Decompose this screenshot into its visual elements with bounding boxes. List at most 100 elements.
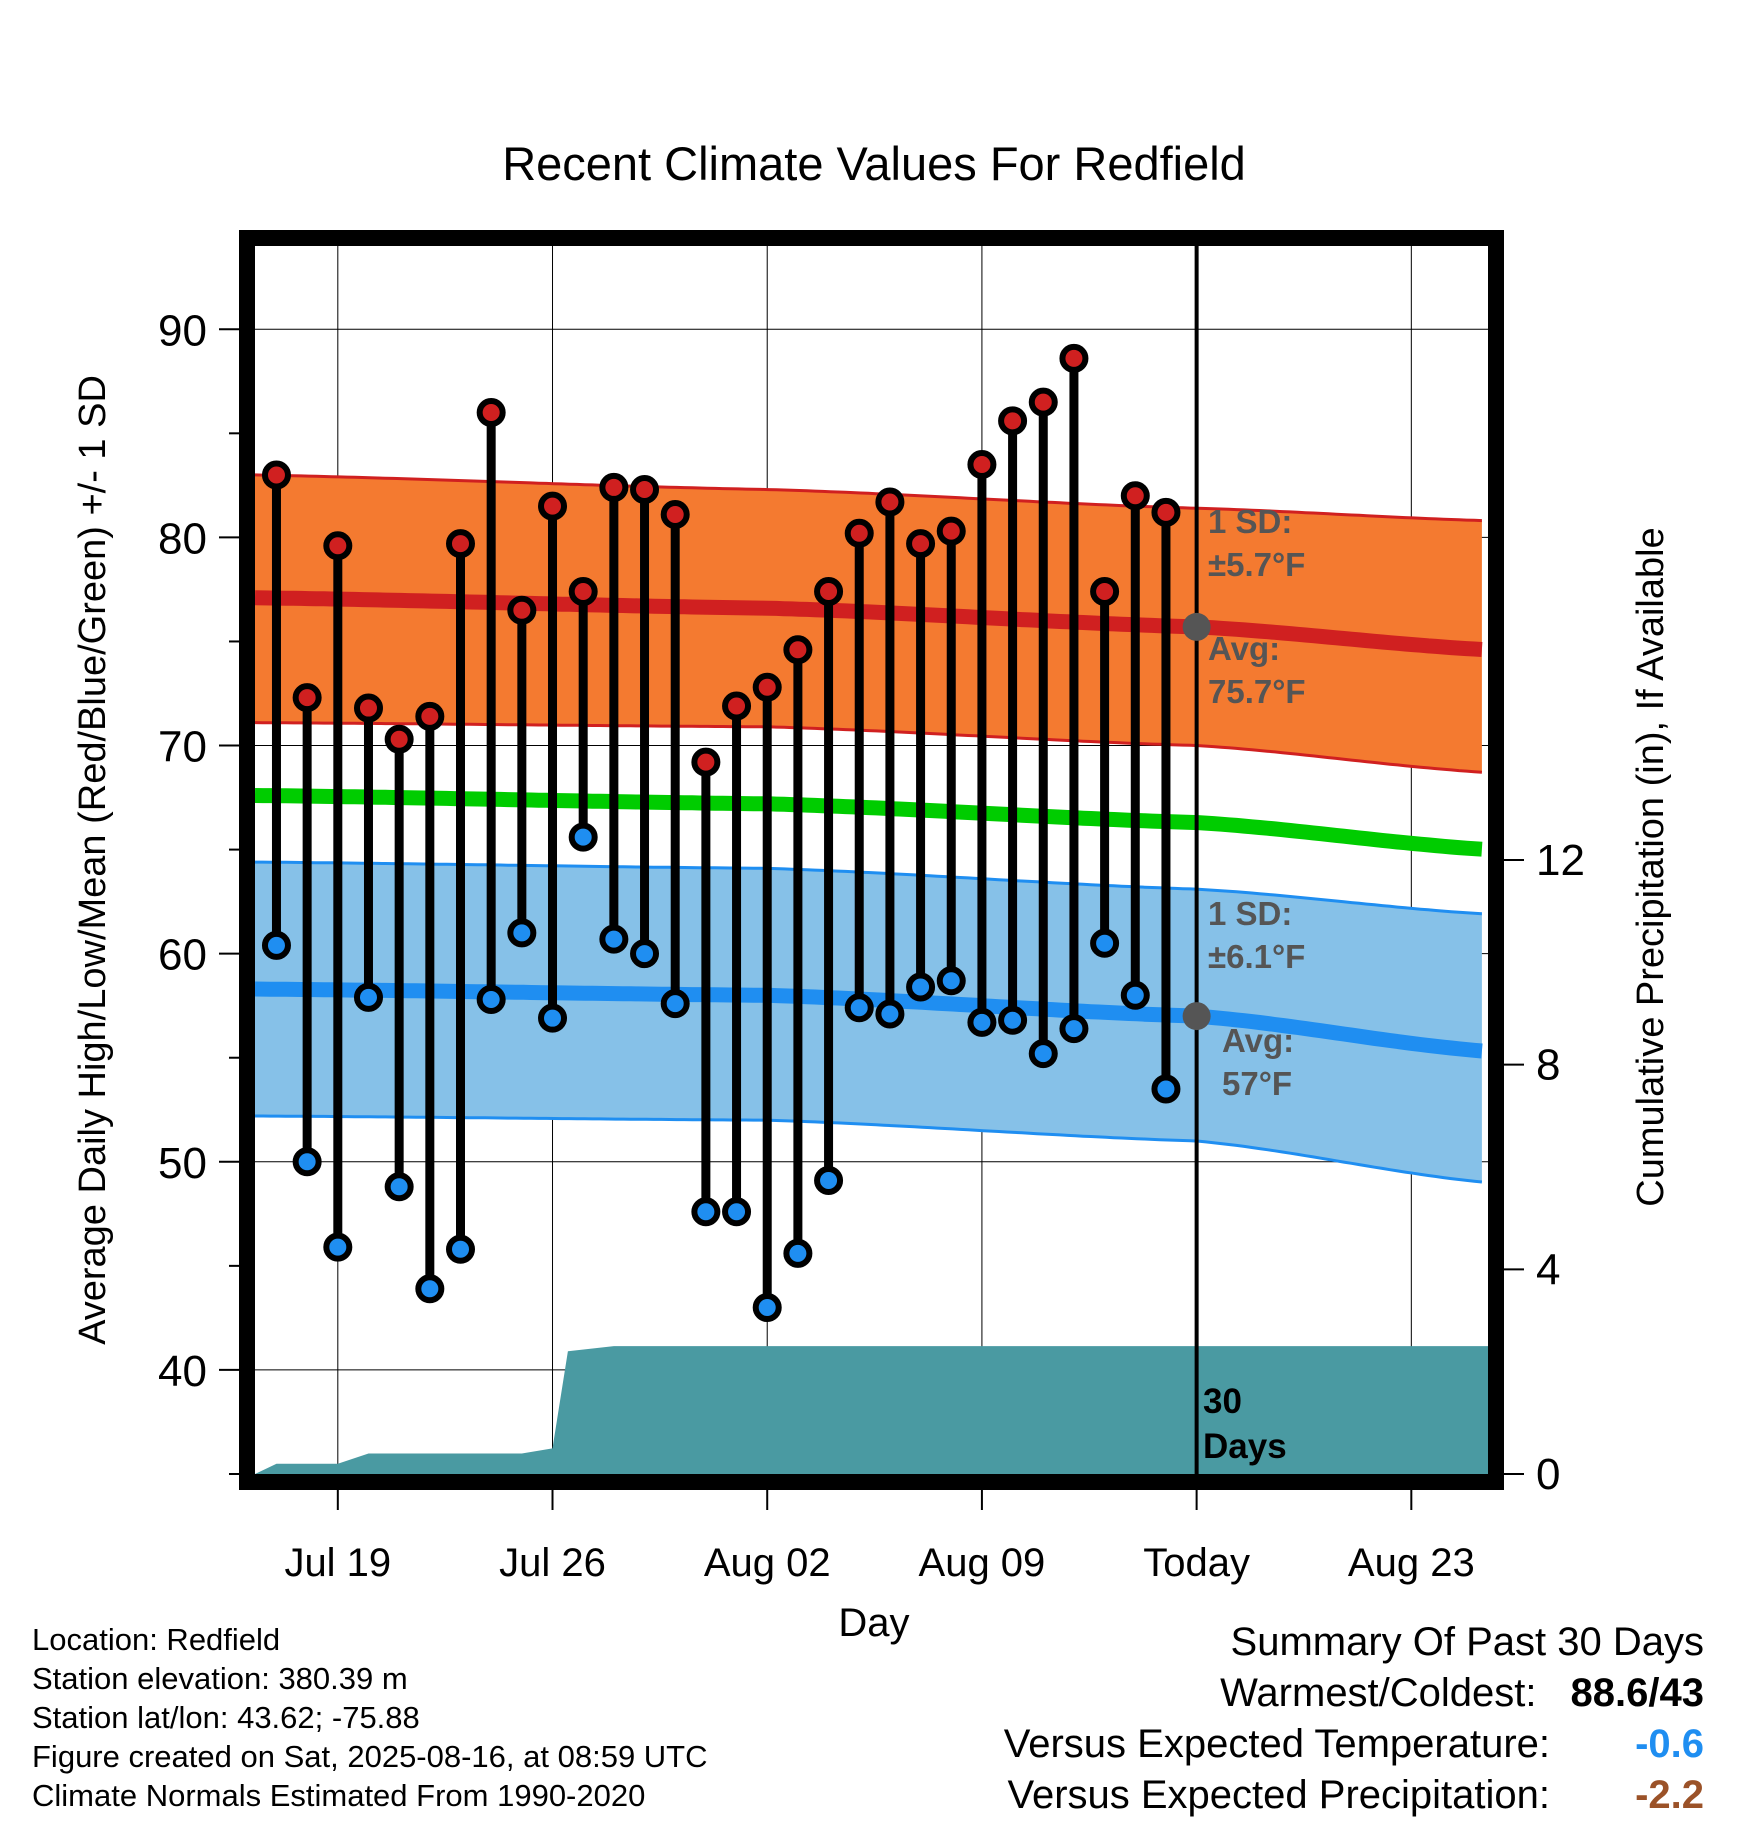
high-sd-upper-line [255, 473, 1482, 523]
daily-high-point [415, 701, 445, 731]
temp-anomaly-label: Versus Expected Temperature: [1003, 1722, 1550, 1766]
daily-high-point [906, 529, 936, 559]
daily-high-point [660, 499, 690, 529]
x-tick-label: Aug 09 [919, 1541, 1046, 1585]
summary-warmest-row: Warmest/Coldest: 88.6/43 [1004, 1671, 1704, 1722]
daily-low-point [691, 1197, 721, 1227]
chart-title: Recent Climate Values For Redfield [502, 137, 1246, 190]
daily-low-point [261, 930, 291, 960]
daily-low-point [353, 982, 383, 1012]
daily-high-point [507, 595, 537, 625]
daily-high-point [1059, 343, 1089, 373]
daily-low-point [568, 822, 598, 852]
daily-high-point [323, 531, 353, 561]
daily-low-point [722, 1197, 752, 1227]
station-info: Location: Redfield Station elevation: 38… [32, 1620, 708, 1815]
y-tick-label: 80 [158, 514, 207, 563]
summary-heading-text: Summary Of Past 30 Days [1230, 1620, 1704, 1664]
avg-mean-line [255, 788, 1483, 857]
warmest-label: Warmest/Coldest: [1220, 1671, 1537, 1715]
high-avg-label: Avg: [1208, 630, 1280, 667]
normals-text: Climate Normals Estimated From 1990-2020 [32, 1778, 646, 1813]
x-tick-label: Aug 02 [704, 1541, 831, 1585]
daily-high-point [998, 406, 1028, 436]
high-sd-value: ±5.7°F [1208, 546, 1305, 583]
period-label: Days [1203, 1427, 1287, 1466]
high-avg-value: 75.7°F [1208, 673, 1306, 710]
daily-high-point [814, 577, 844, 607]
daily-low-point [875, 999, 905, 1029]
y-axis-label: Average Daily High/Low/Mean (Red/Blue/Gr… [72, 375, 114, 1345]
x-tick-label: Jul 26 [499, 1541, 606, 1585]
daily-low-point [1028, 1039, 1058, 1069]
daily-high-point [261, 460, 291, 490]
created-text: Figure created on Sat, 2025-08-16, at 08… [32, 1739, 708, 1774]
daily-high-point [446, 529, 475, 559]
daily-low-point [538, 1003, 568, 1033]
daily-high-point [1028, 387, 1058, 417]
daily-low-point [844, 993, 874, 1023]
daily-low-point [292, 1147, 322, 1177]
daily-low-point [936, 966, 966, 996]
daily-high-point [783, 635, 813, 665]
precip-anomaly-label: Versus Expected Precipitation: [1007, 1773, 1550, 1817]
warmest-value: 88.6/43 [1570, 1671, 1704, 1715]
daily-high-point [844, 518, 874, 548]
daily-low-point [814, 1166, 844, 1196]
daily-low-point [1120, 980, 1150, 1010]
y-tick-label: 70 [158, 723, 207, 772]
y2-axis-label: Cumulative Precipitation (in), If Availa… [1630, 527, 1672, 1206]
y-tick-label: 40 [158, 1347, 207, 1396]
daily-low-point [783, 1238, 813, 1268]
daily-low-point [323, 1232, 353, 1262]
daily-low-point [660, 989, 690, 1019]
x-tick-label: Today [1143, 1541, 1250, 1585]
daily-low-point [599, 924, 629, 954]
daily-low-point [1090, 928, 1120, 958]
daily-high-point [353, 693, 383, 723]
daily-high-point [691, 747, 721, 777]
high-sd-label: 1 SD: [1208, 503, 1292, 540]
x-tick-label: Jul 19 [284, 1541, 391, 1585]
daily-low-point [415, 1274, 445, 1304]
summary-heading: Summary Of Past 30 Days [1004, 1620, 1704, 1671]
daily-high-point [875, 487, 905, 517]
daily-low-point [967, 1007, 997, 1037]
high-sd-band [255, 474, 1482, 773]
y-tick-label: 60 [158, 931, 207, 980]
daily-high-point [476, 398, 506, 428]
location-text: Location: Redfield [32, 1622, 281, 1657]
precipitation-area [255, 1346, 1488, 1474]
daily-high-point [1120, 481, 1150, 511]
plot-frame [239, 230, 1504, 1490]
low-sd-band [255, 862, 1482, 1182]
daily-high-point [752, 672, 782, 702]
daily-high-point [967, 450, 997, 480]
elevation-text: Station elevation: 380.39 m [32, 1661, 408, 1696]
summary-precip-row: Versus Expected Precipitation: -2.2 [1004, 1773, 1704, 1824]
low-sd-label: 1 SD: [1208, 895, 1292, 932]
summary-panel: Summary Of Past 30 Days Warmest/Coldest:… [1004, 1620, 1704, 1824]
daily-low-point [998, 1005, 1028, 1035]
precip-anomaly-value: -2.2 [1635, 1773, 1704, 1817]
daily-low-point [1059, 1014, 1089, 1044]
daily-high-point [722, 691, 752, 721]
y2-tick-label: 12 [1536, 836, 1585, 885]
y2-tick-label: 8 [1536, 1041, 1560, 1090]
daily-low-point [1151, 1074, 1181, 1104]
daily-high-point [538, 491, 568, 521]
today-avg-high-marker [1182, 612, 1211, 641]
daily-low-point [446, 1234, 475, 1264]
daily-low-point [630, 939, 660, 969]
summary-temp-row: Versus Expected Temperature: -0.6 [1004, 1722, 1704, 1773]
low-avg-value: 57°F [1222, 1065, 1292, 1102]
latlon-text: Station lat/lon: 43.62; -75.88 [32, 1700, 420, 1735]
daily-high-point [936, 516, 966, 546]
daily-high-point [292, 683, 322, 713]
y2-tick-label: 0 [1536, 1450, 1560, 1499]
daily-high-point [630, 475, 660, 505]
daily-high-point [599, 472, 629, 502]
low-avg-label: Avg: [1222, 1022, 1294, 1059]
x-tick-label: Aug 23 [1348, 1541, 1475, 1585]
